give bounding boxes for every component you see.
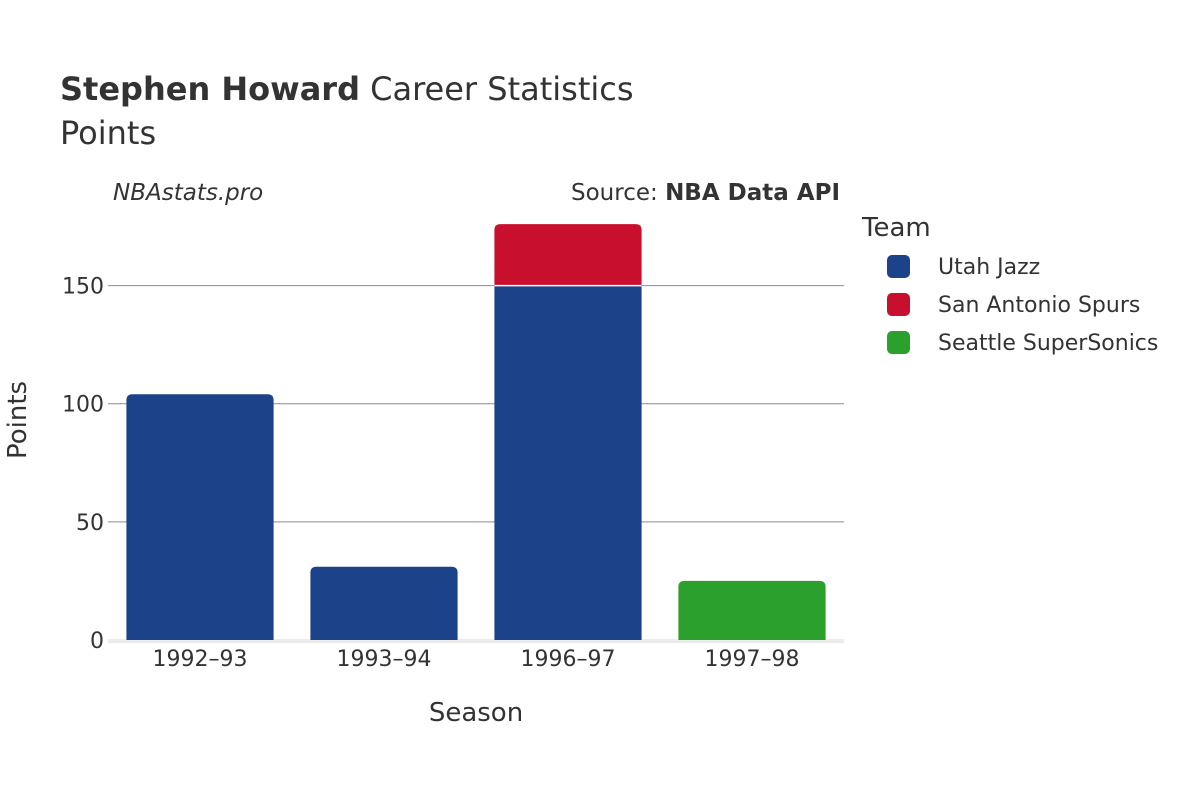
bar-utah-jazz-2: [494, 285, 642, 640]
chart-subtitle: Points: [60, 114, 156, 152]
chart-title-rest: Career Statistics: [360, 70, 634, 108]
x-tick-label: 1993–94: [337, 647, 432, 672]
legend-item: San Antonio Spurs: [887, 293, 1140, 318]
chart-title-player: Stephen Howard: [60, 70, 360, 108]
source-credit: Source: NBA Data API: [571, 180, 840, 206]
legend-item: Utah Jazz: [887, 255, 1040, 280]
legend-swatch: [887, 293, 910, 316]
x-tick-label: 1996–97: [521, 647, 616, 672]
y-axis-label: Points: [3, 381, 33, 459]
legend-items: Utah Jazz San Antonio Spurs Seattle SuperS…: [887, 255, 1158, 356]
bar-san-antonio-spurs-2: [494, 224, 642, 286]
y-tick-label: 100: [62, 393, 104, 418]
bars: [126, 224, 826, 640]
bar-seattle-supersonics-3: [678, 580, 826, 640]
source-prefix: Source:: [571, 180, 665, 206]
y-tick-label: 150: [62, 275, 104, 300]
watermark: NBAstats.pro: [113, 180, 263, 206]
x-tick-labels: 1992–93 1993–94 1996–97 1997–98: [153, 647, 800, 672]
y-tick-labels: 0 50 100 150: [62, 275, 104, 654]
legend-label: Utah Jazz: [938, 255, 1040, 280]
bar-utah-jazz-1: [310, 566, 458, 640]
legend-title: Team: [861, 213, 931, 243]
legend: Team Utah Jazz San Antonio Spurs Seattle S…: [861, 213, 1158, 356]
source-name: NBA Data API: [665, 180, 840, 206]
chart-title: Stephen Howard Career Statistics: [60, 70, 634, 108]
legend-swatch: [887, 255, 910, 278]
legend-label: Seattle SuperSonics: [938, 331, 1158, 356]
y-tick-label: 0: [90, 629, 104, 654]
bar-utah-jazz-0: [126, 394, 274, 640]
x-tick-label: 1992–93: [153, 647, 248, 672]
legend-item: Seattle SuperSonics: [887, 331, 1158, 356]
x-tick-label: 1997–98: [705, 647, 800, 672]
x-axis-label: Season: [429, 698, 523, 728]
legend-label: San Antonio Spurs: [938, 293, 1140, 318]
y-tick-label: 50: [76, 511, 104, 536]
legend-swatch: [887, 331, 910, 354]
